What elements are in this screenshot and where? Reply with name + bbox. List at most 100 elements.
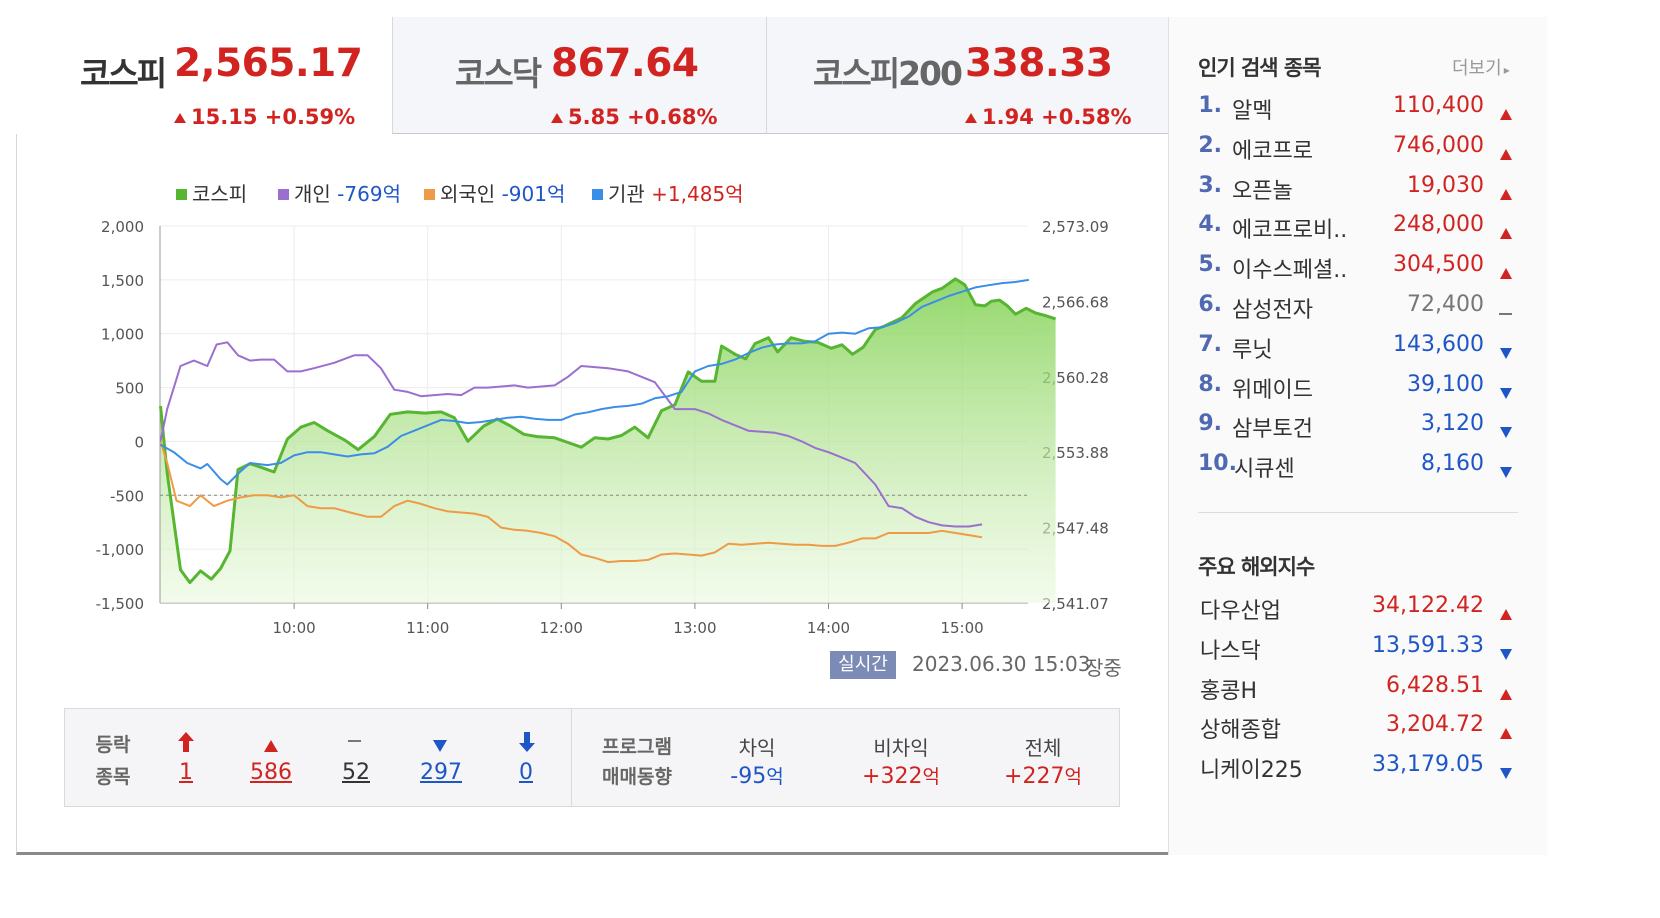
world-index-name: 나스닥: [1200, 638, 1261, 664]
popular-rank: 5.: [1198, 252, 1222, 278]
popular-name: 루닛: [1232, 337, 1273, 363]
more-link-label: 더보기: [1452, 58, 1502, 79]
world-index-item[interactable]: 상해종합 3,204.72: [1198, 712, 1518, 752]
popular-rank: 10.: [1198, 451, 1237, 477]
popular-item[interactable]: 10. 시큐센 8,160: [1198, 451, 1518, 491]
popular-item[interactable]: 3. 오픈놀 19,030: [1198, 173, 1518, 213]
limit-up-icon: [177, 731, 195, 753]
legend-swatch: [592, 189, 603, 200]
program-header-arbitrage: 차익: [738, 736, 776, 760]
program-header-total: 전체: [1024, 736, 1062, 760]
limit-down-count[interactable]: 0: [519, 760, 533, 785]
popular-price: 3,120: [1421, 411, 1484, 437]
legend-value: -901억: [501, 182, 566, 206]
up-count[interactable]: 586: [250, 760, 292, 785]
limit-up-count[interactable]: 1: [179, 760, 193, 785]
unchanged-icon: [348, 740, 361, 742]
right-panel: [1168, 17, 1547, 855]
popular-item[interactable]: 5. 이수스페셜.. 304,500: [1198, 252, 1518, 292]
popular-item[interactable]: 7. 루닛 143,600: [1198, 332, 1518, 372]
up-triangle-icon: [1500, 220, 1512, 245]
y-right-tick-label: 2,541.07: [1042, 595, 1109, 613]
breadth-program-box: [64, 708, 1120, 807]
world-index-item[interactable]: 나스닥 13,591.33: [1198, 633, 1518, 673]
more-link[interactable]: 더보기 ▸: [1452, 54, 1510, 80]
kospi-investor-chart[interactable]: 2,000 1,500 1,000 500 0 -500 -1,000 -1,500 2,573…: [0, 0, 1160, 650]
popular-name: 알멕: [1232, 99, 1273, 124]
popular-price: 304,500: [1393, 252, 1484, 278]
world-index-item[interactable]: 니케이225 33,179.05: [1198, 752, 1518, 792]
popular-name: 위메이드: [1232, 377, 1313, 403]
popular-price: 19,030: [1407, 172, 1484, 198]
program-nonarbitrage-value: +322억: [836, 762, 966, 789]
popular-name: 이수스페셜..: [1232, 258, 1348, 284]
popular-item[interactable]: 8. 위메이드 39,100: [1198, 372, 1518, 412]
world-index-item[interactable]: 홍콩H 6,428.51: [1198, 673, 1518, 713]
tab-kosdaq[interactable]: 코스닥 867.64 5.85 +0.68%: [392, 17, 766, 134]
popular-rank: 8.: [1198, 371, 1222, 397]
tab-kospi[interactable]: 코스피 2,565.17 15.15 +0.59%: [16, 17, 392, 134]
popular-title: 인기 검색 종목: [1198, 56, 1322, 80]
legend-item-individual[interactable]: 개인 -769억: [278, 178, 401, 207]
up-triangle-icon: [1500, 720, 1512, 745]
program-unit: 억: [766, 766, 784, 788]
down-triangle-icon: [1500, 760, 1512, 785]
program-label-1: 프로그램: [602, 736, 672, 758]
legend-swatch: [176, 189, 187, 200]
popular-price: 8,160: [1421, 451, 1484, 477]
down-triangle-icon: [1500, 380, 1512, 405]
popular-name: 시큐센: [1234, 457, 1295, 483]
popular-rank: 7.: [1198, 331, 1222, 357]
down-triangle-icon: [1500, 419, 1512, 444]
popular-rank: 1.: [1198, 93, 1222, 118]
popular-name: 에코프로비..: [1232, 218, 1348, 244]
y-right-tick-label: 2,560.28: [1042, 369, 1109, 387]
tab-kospi-value: 2,565.17: [174, 41, 363, 86]
x-tick-label: 15:00: [940, 619, 983, 637]
tab-kospi200-value: 338.33: [965, 41, 1113, 86]
index-tabs: 코스피 2,565.17 15.15 +0.59% 코스닥 867.64 5.8…: [16, 17, 1168, 134]
tab-kosdaq-value: 867.64: [551, 41, 699, 86]
legend-label: 외국인: [440, 182, 496, 206]
up-icon: [264, 737, 278, 752]
x-tick-label: 12:00: [540, 619, 583, 637]
popular-rank: 2.: [1198, 132, 1222, 158]
up-triangle-icon: [1500, 181, 1512, 206]
individual-line: [159, 341, 983, 528]
popular-rank: 6.: [1198, 292, 1222, 317]
tab-kosdaq-change-text: 5.85 +0.68%: [568, 105, 718, 129]
popular-name: 삼부토건: [1232, 417, 1313, 443]
popular-item[interactable]: 9. 삼부토건 3,120: [1198, 411, 1518, 451]
up-triangle-icon: [1500, 681, 1512, 706]
down-triangle-icon: [1500, 641, 1512, 666]
popular-item[interactable]: 1. 알멕 110,400: [1198, 93, 1518, 133]
down-count[interactable]: 297: [420, 760, 462, 785]
popular-item[interactable]: 2. 에코프로 746,000: [1198, 133, 1518, 173]
popular-item[interactable]: 4. 에코프로비.. 248,000: [1198, 212, 1518, 252]
legend-item-foreigner[interactable]: 외국인 -901억: [424, 178, 565, 207]
tab-kospi-name: 코스피: [80, 54, 167, 93]
tab-kospi-change: 15.15 +0.59%: [174, 105, 355, 129]
tab-kosdaq-change: 5.85 +0.68%: [551, 105, 718, 129]
institution-line: [160, 278, 1030, 486]
tab-kospi200[interactable]: 코스피200 338.33 1.94 +0.58%: [766, 17, 1168, 134]
realtime-badge[interactable]: 실시간: [830, 651, 896, 679]
y-left-tick-label: -500: [110, 487, 144, 505]
world-index-item[interactable]: 다우산업 34,122.42: [1198, 593, 1518, 633]
program-nonarbitrage-num: +322: [862, 764, 923, 789]
unchanged-icon: [1499, 300, 1512, 325]
y-right-tick-label: 2,573.09: [1042, 218, 1109, 236]
tab-kospi200-change-text: 1.94 +0.58%: [982, 105, 1132, 129]
program-unit: 억: [1064, 766, 1082, 788]
popular-rank: 3.: [1198, 172, 1222, 198]
realtime-timestamp: 2023.06.30 15:03: [912, 652, 1091, 676]
legend-label: 개인: [294, 182, 331, 206]
popular-item[interactable]: 6. 삼성전자 72,400: [1198, 292, 1518, 332]
world-index-value: 13,591.33: [1372, 632, 1484, 658]
unchanged-count[interactable]: 52: [342, 760, 370, 785]
legend-item-institution[interactable]: 기관 +1,485억: [592, 178, 744, 207]
popular-price: 39,100: [1407, 371, 1484, 397]
legend-item-kospi[interactable]: 코스피: [176, 178, 247, 207]
world-indices-title: 주요 해외지수: [1198, 555, 1315, 579]
foreigner-line: [159, 441, 983, 564]
